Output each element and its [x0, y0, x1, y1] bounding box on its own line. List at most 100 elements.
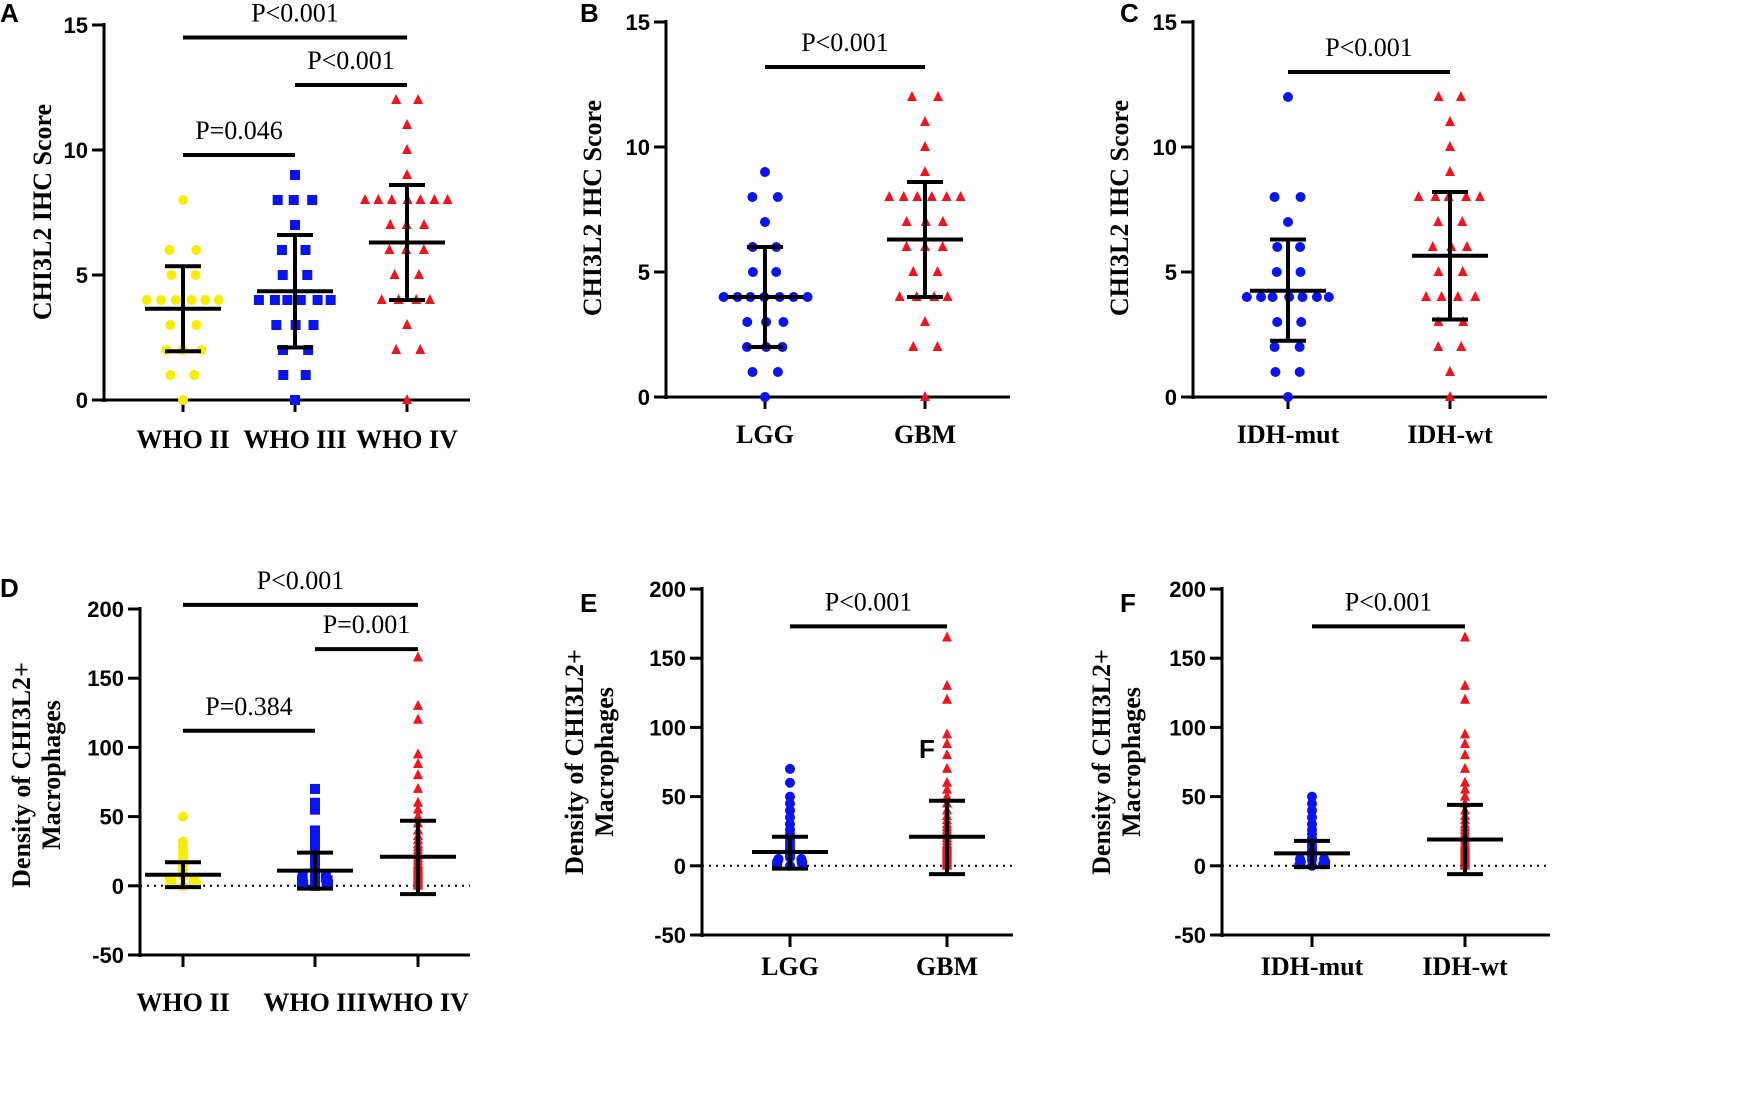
data-point: [1430, 191, 1441, 201]
p-value-label: P<0.001: [801, 28, 889, 57]
data-point: [386, 194, 397, 204]
data-point: [1283, 392, 1293, 402]
y-axis-label: CHI3L2 IHC Score: [578, 100, 607, 316]
y-tick-label: 200: [1169, 577, 1206, 602]
data-point: [773, 853, 784, 864]
panel-d: D Density of CHI3L2+ Macrophages -50 0 50 100 1…: [0, 566, 470, 1017]
p-value-label: P<0.001: [257, 566, 345, 595]
data-point: [942, 679, 952, 690]
y-axis-title: Density of CHI3L2+ Macrophages: [1087, 649, 1146, 875]
data-point: [310, 839, 320, 850]
data-point: [760, 167, 770, 177]
data-point: [747, 367, 758, 377]
data-point: [802, 292, 813, 302]
data-point: [402, 144, 412, 154]
x-category-label: GBM: [916, 952, 978, 981]
data-point: [186, 295, 197, 305]
panel-e: E Density of CHI3L2+ Macrophages -50 0 50 100 1…: [560, 577, 1013, 981]
data-point: [772, 192, 783, 202]
data-point: [1272, 242, 1283, 252]
data-point: [906, 91, 917, 101]
data-point: [771, 267, 782, 277]
y-axis-label: CHI3L2 IHC Score: [28, 104, 57, 320]
data-point: [290, 395, 300, 405]
y-tick-label: 15: [626, 10, 650, 35]
y-axis-title: CHI3L2 IHC Score: [578, 100, 607, 316]
data-point: [1295, 267, 1306, 277]
data-point: [1307, 805, 1317, 816]
data-point: [413, 748, 423, 759]
data-point: [942, 631, 952, 642]
data-point: [1294, 342, 1305, 352]
data-point: [785, 763, 795, 774]
p-value-label: P=0.001: [323, 610, 411, 639]
data-point: [1283, 217, 1293, 227]
group-who-iii: [253, 170, 336, 405]
data-point: [1461, 191, 1472, 201]
data-point: [389, 269, 400, 279]
data-point: [1270, 367, 1281, 377]
data-point: [937, 216, 948, 226]
data-point: [1427, 241, 1438, 251]
data-point: [942, 693, 952, 704]
data-point: [1460, 679, 1470, 690]
x-category-label: WHO IV: [356, 425, 458, 454]
data-point: [1460, 783, 1470, 794]
group-idh-wt: [1412, 91, 1488, 401]
y-tick-label: 15: [1153, 10, 1177, 35]
data-point: [942, 790, 952, 801]
data-point: [1433, 266, 1444, 276]
data-point: [1445, 366, 1455, 376]
data-point: [413, 769, 423, 780]
y-axis-title: Density of CHI3L2+ Macrophages: [560, 649, 619, 875]
data-point: [302, 270, 313, 280]
data-point: [1460, 776, 1470, 787]
data-point: [926, 191, 937, 201]
y-axis-title: CHI3L2 IHC Score: [1105, 100, 1134, 316]
data-point: [376, 294, 387, 304]
data-point: [415, 344, 426, 354]
y-tick-label: 0: [76, 388, 88, 413]
data-point: [1456, 341, 1467, 351]
y-axis-label-line1: Density of CHI3L2+: [560, 649, 589, 875]
y-tick-label: -50: [1174, 923, 1206, 948]
data-point: [413, 796, 423, 807]
data-point: [278, 370, 289, 380]
group-gbm: [884, 91, 966, 401]
data-point: [1460, 693, 1470, 704]
group-who-iv: [359, 94, 453, 404]
group-who-ii: [145, 811, 221, 891]
data-point: [413, 758, 423, 769]
data-point: [747, 192, 758, 202]
data-point: [269, 295, 280, 305]
data-point: [901, 216, 912, 226]
data-point: [1433, 91, 1444, 101]
data-point: [310, 783, 320, 794]
group-lgg: [752, 763, 828, 871]
data-point: [778, 317, 789, 327]
data-point: [1460, 762, 1470, 773]
data-point: [325, 295, 336, 305]
data-point: [213, 295, 224, 305]
data-point: [1445, 141, 1455, 151]
y-tick-label: 15: [64, 13, 88, 38]
data-point: [419, 219, 430, 229]
data-point: [1267, 292, 1278, 302]
data-point: [413, 803, 423, 814]
data-point: [1445, 166, 1455, 176]
data-point: [282, 295, 293, 305]
y-axis-title: CHI3L2 IHC Score: [28, 104, 57, 320]
data-point: [1294, 853, 1305, 864]
data-point: [308, 320, 319, 330]
data-point: [1421, 291, 1432, 301]
data-point: [1297, 292, 1308, 302]
panel-label: B: [580, 0, 599, 28]
x-category-label: WHO II: [136, 425, 229, 454]
y-tick-label: 200: [87, 597, 124, 622]
y-tick-label: 100: [87, 735, 124, 760]
data-point: [1271, 267, 1282, 277]
data-point: [942, 783, 952, 794]
panel-a: A CHI3L2 IHC Score 0 5 10 15 WHO II WHO III WHO …: [0, 0, 470, 454]
data-point: [1307, 798, 1317, 809]
data-point: [320, 872, 331, 883]
